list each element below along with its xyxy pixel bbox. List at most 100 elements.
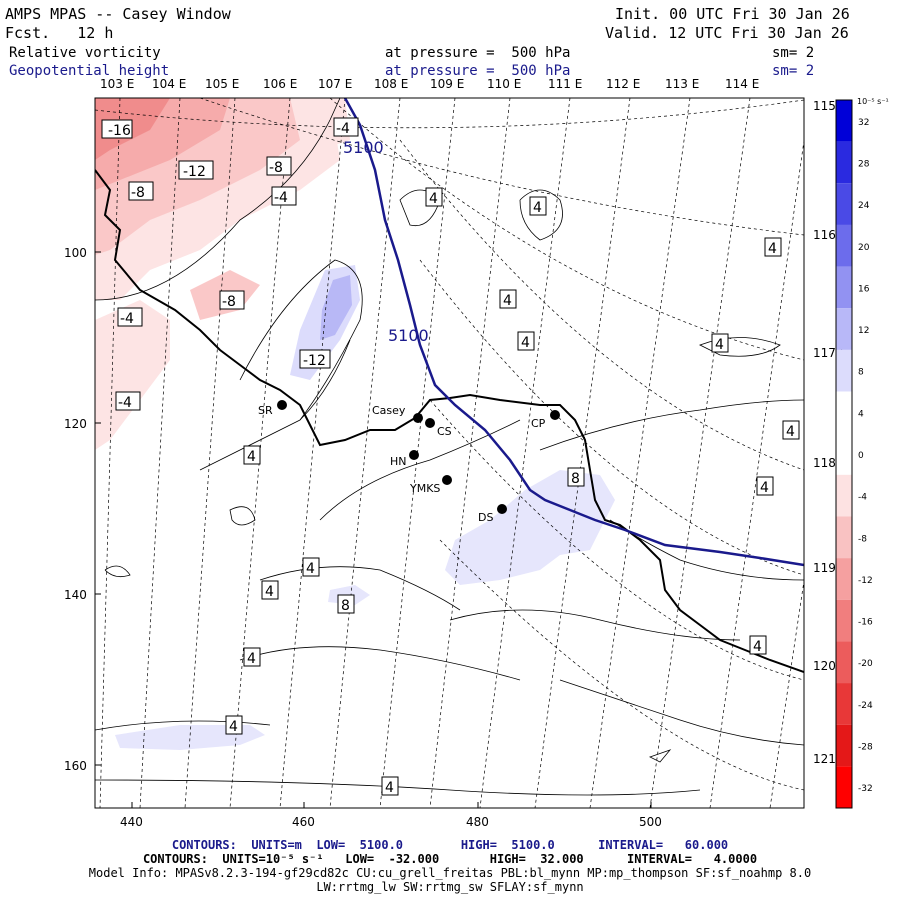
contour-label: -12 [299,349,331,369]
field1-smoothing: sm= 2 [772,45,815,61]
svg-text:4: 4 [753,639,762,655]
footer-model-physics: LW:rrtmg_lw SW:rrtmg_sw SFLAY:sf_mynn [316,880,584,894]
colorbar-tick-label: -4 [858,493,867,503]
svg-text:4: 4 [306,561,315,577]
contour-label: 4 [782,420,800,440]
field2-level: at pressure = 500 hPa [385,63,571,79]
x-tick-label: 500 [639,815,662,829]
lon-label-top: 106 E [263,77,298,91]
contour-label: -8 [266,156,292,176]
axis-tick-labels: 440 460 480 500 100 120 140 160 [64,246,662,829]
map-title: AMPS MPAS -- Casey Window [5,5,231,23]
lon-label-top: 113 E [665,77,700,91]
station-label-cp: CP [531,417,546,430]
lon-label-top: 108 E [374,77,409,91]
svg-text:-4: -4 [118,395,132,411]
coastline [95,169,804,673]
colorbar-tick-label: -20 [858,659,873,669]
colorbar-tick-label: -16 [858,618,873,628]
forecast-hour: Fcst. 12 h [5,24,114,42]
svg-text:-12: -12 [303,353,326,369]
contour-label: -16 [101,119,133,139]
svg-text:4: 4 [265,584,274,600]
svg-text:-4: -4 [120,311,134,327]
field2-name: Geopotential height [9,63,170,79]
colorbar-swatch [836,724,852,767]
lon-label-top: 107 E [318,77,353,91]
colorbar-tick-label: 28 [858,159,870,169]
colorbar-tick-label: -12 [858,576,873,586]
colorbar-swatch [836,183,852,225]
x-tick-label: 460 [292,815,315,829]
footer-model-info: Model Info: MPASv8.2.3-194-gf29cd82c CU:… [88,866,812,880]
contour-label: 4 [756,476,774,496]
contour-label: -4 [271,186,297,206]
svg-text:-16: -16 [108,123,131,139]
colorbar-swatch [836,266,852,309]
station-marker-casey [413,413,423,423]
footer-height-contours: CONTOURS: UNITS=m LOW= 5100.0 HIGH= 5100… [171,838,729,852]
lon-label-top: 114 E [725,77,760,91]
colorbar-tick-label: 16 [858,284,870,294]
svg-text:4: 4 [385,780,394,796]
colorbar-tick-label: 8 [858,368,864,378]
svg-text:4: 4 [533,200,542,216]
y-tick-label: 140 [64,588,87,602]
stations: SR Casey CS HN YMKS DS CP [258,400,560,524]
contour-label: 4 [764,237,782,257]
contour-label: -8 [128,181,154,201]
axis-ticks [95,251,652,808]
colorbar-tick-label: -28 [858,743,873,753]
svg-text:4: 4 [247,651,256,667]
station-label-ds: DS [478,511,493,524]
vorticity-contours [95,98,804,796]
colorbar-swatch [836,766,852,808]
svg-text:-12: -12 [183,164,206,180]
contour-label: 4 [711,333,729,353]
svg-text:-4: -4 [274,190,288,206]
colorbar-swatch [836,224,852,267]
station-label-casey: Casey [372,404,406,417]
contour-label: -4 [117,307,143,327]
x-tick-label: 480 [466,815,489,829]
contour-label: 8 [567,467,585,487]
contour-label: -8 [219,290,245,310]
colorbar-border [835,99,853,809]
contour-label: 4 [302,557,320,577]
station-marker-ymks [442,475,452,485]
contour-label: 4 [243,647,261,667]
lon-label-top: 110 E [487,77,522,91]
colorbar-swatch [836,391,852,434]
contour-label: 4 [499,289,517,309]
svg-text:-8: -8 [131,185,145,201]
height-contour-5100 [343,98,804,567]
x-tick-label: 440 [120,815,143,829]
lon-label-top: 111 E [548,77,583,91]
contour-label: 4 [225,715,243,735]
colorbar-tick-label: 4 [858,409,864,419]
init-time: Init. 00 UTC Fri 30 Jan 26 [615,5,850,23]
colorbar-swatch [836,308,852,350]
lon-label-top: 103 E [100,77,135,91]
field2-smoothing: sm= 2 [772,63,815,79]
station-marker-sr [277,400,287,410]
svg-text:-8: -8 [269,160,283,176]
station-label-cs: CS [437,425,452,438]
contour-label: 4 [425,187,443,207]
station-marker-ds [497,504,507,514]
station-marker-cp [550,410,560,420]
contour-label: 4 [243,445,261,465]
contour-label: 4 [517,331,535,351]
colorbar-swatch [836,141,852,184]
colorbar-tick-label: 32 [858,118,869,128]
svg-text:4: 4 [521,335,530,351]
lon-label-top: 109 E [430,77,465,91]
y-tick-label: 100 [64,246,87,260]
contour-label: 4 [749,635,767,655]
svg-text:4: 4 [229,719,238,735]
height-label: 5100 [343,138,384,157]
station-label-sr: SR [258,404,273,417]
colorbar-tick-label: 20 [858,243,870,253]
colorbar-swatch [836,474,852,517]
contour-label: 4 [261,580,279,600]
